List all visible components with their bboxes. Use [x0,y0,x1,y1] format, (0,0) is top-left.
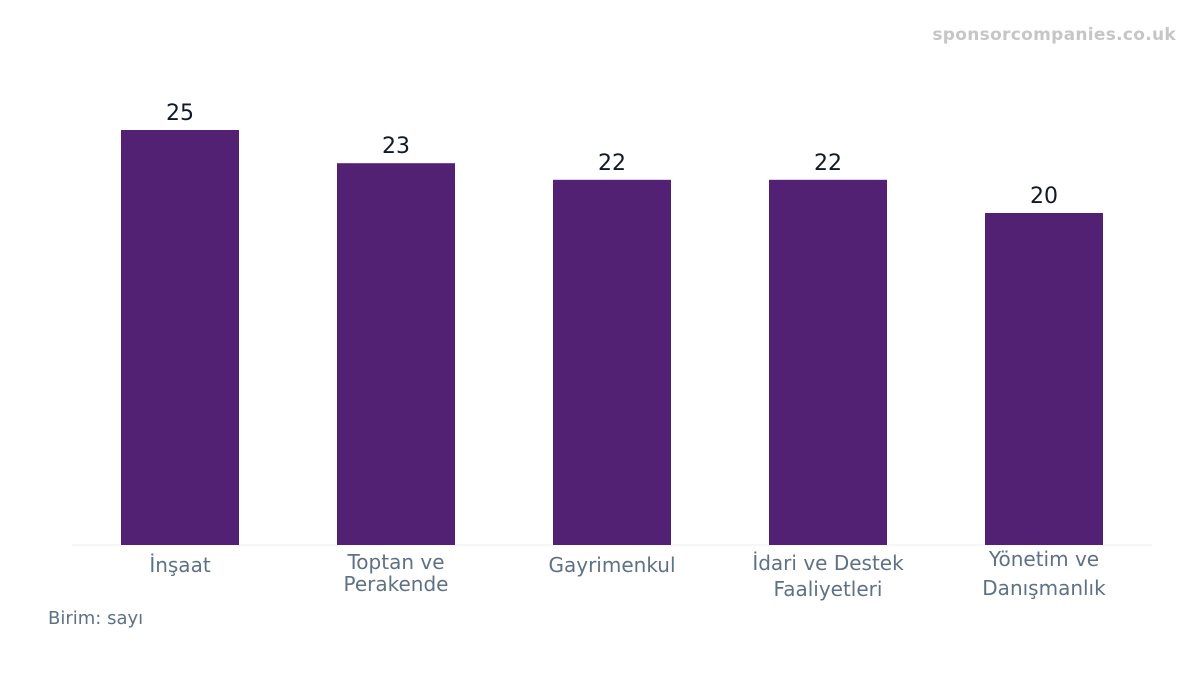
bar-1 [337,163,455,545]
tick-label-2: Gayrimenkul [548,553,675,577]
tick-label-4-line-0: Yönetim ve [988,547,1099,571]
data-label-1: 23 [382,134,410,159]
tick-label-3-line-0: İdari ve Destek [752,551,904,575]
bar-0 [121,130,239,545]
data-label-4: 20 [1030,184,1058,209]
tick-label-1-line-0: Toptan ve [346,550,444,574]
data-label-0: 25 [166,101,194,126]
watermark: sponsorcompanies.co.uk [932,25,1176,45]
tick-label-0: İnşaat [149,553,211,577]
tick-label-1-line-1: Perakende [344,572,449,596]
bar-4 [985,213,1103,545]
data-label-2: 22 [598,151,626,176]
unit-label: Birim: sayı [48,608,144,629]
bar-3 [769,179,887,546]
data-label-3: 22 [814,151,842,176]
bar-2 [553,179,671,546]
tick-label-3-line-1: Faaliyetleri [774,577,883,601]
tick-label-4-line-1: Danışmanlık [982,576,1106,600]
